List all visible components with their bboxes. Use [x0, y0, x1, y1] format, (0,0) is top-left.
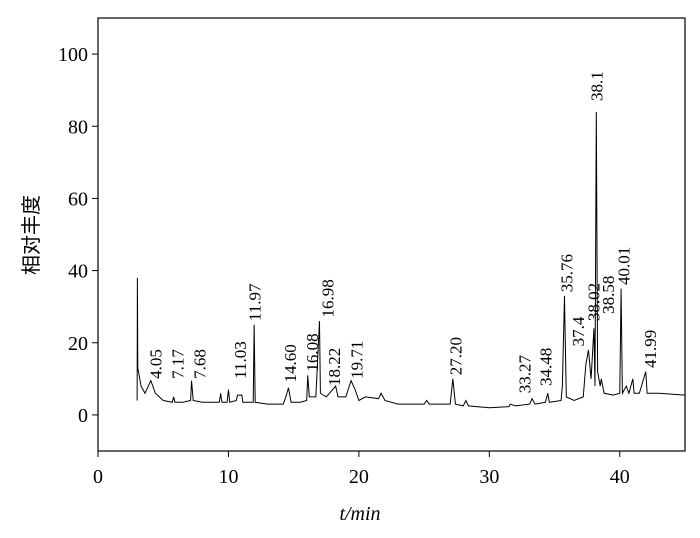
- peak-label: 16.98: [319, 279, 338, 317]
- peak-label: 16.08: [303, 333, 322, 371]
- x-tick-label: 10: [218, 466, 238, 488]
- peak-label: 11.03: [231, 341, 250, 379]
- peak-label: 14.60: [281, 344, 300, 382]
- peak-label: 33.27: [516, 355, 535, 394]
- peak-label: 11.97: [246, 283, 265, 321]
- y-tick-label: 0: [78, 405, 88, 427]
- peak-label: 37.4: [569, 316, 588, 346]
- plot-frame: [97, 17, 686, 452]
- y-tick-label: 80: [68, 116, 88, 138]
- peak-label: 38.1: [587, 71, 606, 101]
- x-axis-label: t/min: [339, 503, 380, 525]
- y-tick-label: 40: [68, 261, 88, 283]
- y-tick-label: 100: [58, 44, 88, 66]
- peak-label: 19.71: [347, 341, 366, 379]
- y-tick-label: 60: [68, 188, 88, 210]
- peak-label: 41.99: [641, 330, 660, 368]
- peak-label: 40.01: [615, 247, 634, 285]
- peak-label: 4.05: [146, 349, 165, 379]
- peak-label: 27.20: [446, 337, 465, 375]
- x-tick-label: 40: [610, 466, 630, 488]
- peak-label: 7.68: [191, 349, 210, 379]
- peak-label: 18.22: [325, 348, 344, 386]
- y-tick-label: 20: [68, 333, 88, 355]
- x-tick-label: 30: [479, 466, 499, 488]
- peak-label: 38.02: [585, 283, 604, 321]
- x-tick-label: 0: [93, 466, 103, 488]
- y-axis-label: 相对丰度: [20, 195, 43, 275]
- peak-label: 38.58: [599, 276, 618, 314]
- chromatogram-trace: [136, 111, 686, 409]
- peak-label: 35.76: [557, 254, 576, 292]
- peak-label: 7.17: [169, 349, 188, 379]
- peak-label: 34.48: [536, 348, 555, 386]
- x-tick-label: 20: [349, 466, 369, 488]
